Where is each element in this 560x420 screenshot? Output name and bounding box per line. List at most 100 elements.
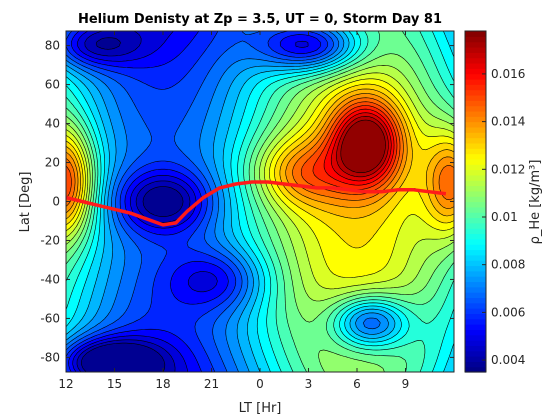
colorbar-segment bbox=[465, 137, 486, 144]
y-tick-label: -60 bbox=[40, 311, 60, 325]
colorbar-segment bbox=[465, 308, 486, 314]
colorbar-segment bbox=[465, 41, 486, 48]
colorbar-segment bbox=[465, 57, 486, 64]
colorbar-segment bbox=[465, 84, 486, 91]
colorbar-segment bbox=[465, 292, 486, 299]
colorbar-segment bbox=[465, 350, 486, 357]
colorbar-segment bbox=[465, 148, 486, 155]
colorbar-tick-label: 0.01 bbox=[491, 210, 518, 224]
y-tick-label: -20 bbox=[40, 233, 60, 247]
colorbar-segment bbox=[465, 196, 486, 203]
colorbar-tick-label: 0.006 bbox=[491, 305, 525, 319]
colorbar-segment bbox=[465, 366, 486, 373]
plot-area bbox=[66, 31, 454, 372]
colorbar-segment bbox=[465, 313, 486, 320]
colorbar-segment bbox=[465, 238, 486, 245]
chart-title: Helium Denisty at Zp = 3.5, UT = 0, Stor… bbox=[78, 12, 442, 27]
colorbar-segment bbox=[465, 68, 486, 75]
x-tick-label: 9 bbox=[402, 377, 410, 391]
y-tick-label: -80 bbox=[40, 350, 60, 364]
colorbar-segment bbox=[465, 31, 486, 37]
colorbar-segment bbox=[465, 206, 486, 213]
y-tick-label: 40 bbox=[45, 117, 60, 131]
x-tick-label: 21 bbox=[204, 377, 219, 391]
colorbar-segment bbox=[465, 164, 486, 171]
colorbar-segment bbox=[465, 153, 486, 160]
colorbar-segment bbox=[465, 345, 486, 352]
colorbar-segment bbox=[465, 100, 486, 107]
x-tick-label: 12 bbox=[58, 377, 73, 391]
terminator-line bbox=[66, 180, 447, 227]
contour-lines bbox=[66, 31, 454, 372]
colorbar-label: ρ_He [kg/m³] bbox=[528, 160, 543, 245]
colorbar bbox=[464, 30, 487, 373]
colorbar-segment bbox=[465, 46, 486, 53]
x-axis: 12 15 18 21 0 3 6 9 bbox=[58, 31, 409, 391]
colorbar-tick-label: 0.004 bbox=[491, 353, 525, 367]
y-tick-label: 20 bbox=[45, 156, 60, 170]
density-heatmap bbox=[66, 31, 454, 372]
colorbar-segment bbox=[465, 94, 486, 101]
colorbar-segment bbox=[465, 212, 486, 219]
x-tick-label: 15 bbox=[107, 377, 122, 391]
colorbar-segment bbox=[465, 356, 486, 362]
colorbar-segment bbox=[465, 260, 486, 267]
colorbar-segment bbox=[465, 78, 486, 85]
colorbar-ticks: 0.004 0.006 0.008 0.01 0.012 0.014 0.016 bbox=[482, 67, 525, 367]
colorbar-segment bbox=[465, 190, 486, 197]
colorbar-segment bbox=[465, 281, 486, 288]
colorbar-segment bbox=[465, 302, 486, 309]
colorbar-segment bbox=[465, 265, 486, 272]
colorbar-tick-label: 0.008 bbox=[491, 258, 525, 272]
colorbar-segment bbox=[465, 340, 486, 346]
x-axis-label: LT [Hr] bbox=[239, 401, 282, 416]
colorbar-tick-label: 0.012 bbox=[491, 162, 525, 176]
y-tick-label: -40 bbox=[40, 272, 60, 286]
x-tick-label: 0 bbox=[256, 377, 264, 391]
x-tick-label: 3 bbox=[305, 377, 313, 391]
y-tick-label: 0 bbox=[52, 195, 60, 209]
colorbar-segment bbox=[465, 180, 486, 187]
colorbar-segment bbox=[465, 89, 486, 96]
colorbar-segment bbox=[465, 228, 486, 235]
colorbar-segment bbox=[465, 244, 486, 251]
colorbar-segment bbox=[465, 249, 486, 256]
colorbar-segment bbox=[465, 185, 486, 192]
y-axis-label: Lat [Deg] bbox=[18, 172, 33, 233]
colorbar-segment bbox=[465, 62, 486, 69]
colorbar-segment bbox=[465, 297, 486, 304]
y-tick-label: 80 bbox=[45, 39, 60, 53]
colorbar-segment bbox=[465, 276, 486, 283]
colorbar-segment bbox=[465, 73, 486, 80]
colorbar-segment bbox=[465, 329, 486, 336]
colorbar-segment bbox=[465, 116, 486, 123]
y-tick-label: 60 bbox=[45, 78, 60, 92]
colorbar-segment bbox=[465, 158, 486, 165]
colorbar-segment bbox=[465, 324, 486, 330]
colorbar-segment bbox=[465, 174, 486, 181]
colorbar-segment bbox=[465, 286, 486, 293]
colorbar-segment bbox=[465, 36, 486, 43]
colorbar-segment bbox=[465, 169, 486, 176]
colorbar-segment bbox=[465, 126, 486, 133]
colorbar-segment bbox=[465, 217, 486, 224]
colorbar-segment bbox=[465, 270, 486, 277]
colorbar-tick-label: 0.014 bbox=[491, 115, 525, 129]
colorbar-segment bbox=[465, 318, 486, 325]
colorbar-segment bbox=[465, 105, 486, 112]
colorbar-segment bbox=[465, 334, 486, 341]
colorbar-segment bbox=[465, 142, 486, 149]
colorbar-segment bbox=[465, 110, 486, 117]
x-tick-label: 6 bbox=[353, 377, 361, 391]
colorbar-segment bbox=[465, 361, 486, 368]
y-axis: -80 -60 -40 -20 0 20 40 60 80 bbox=[40, 39, 454, 364]
colorbar-segment bbox=[465, 222, 486, 229]
x-tick-label: 18 bbox=[155, 377, 170, 391]
colorbar-segment bbox=[465, 121, 486, 128]
colorbar-segment bbox=[465, 132, 486, 139]
colorbar-segment bbox=[465, 233, 486, 240]
colorbar-segment bbox=[465, 52, 486, 59]
colorbar-tick-label: 0.016 bbox=[491, 67, 525, 81]
colorbar-segment bbox=[465, 201, 486, 208]
